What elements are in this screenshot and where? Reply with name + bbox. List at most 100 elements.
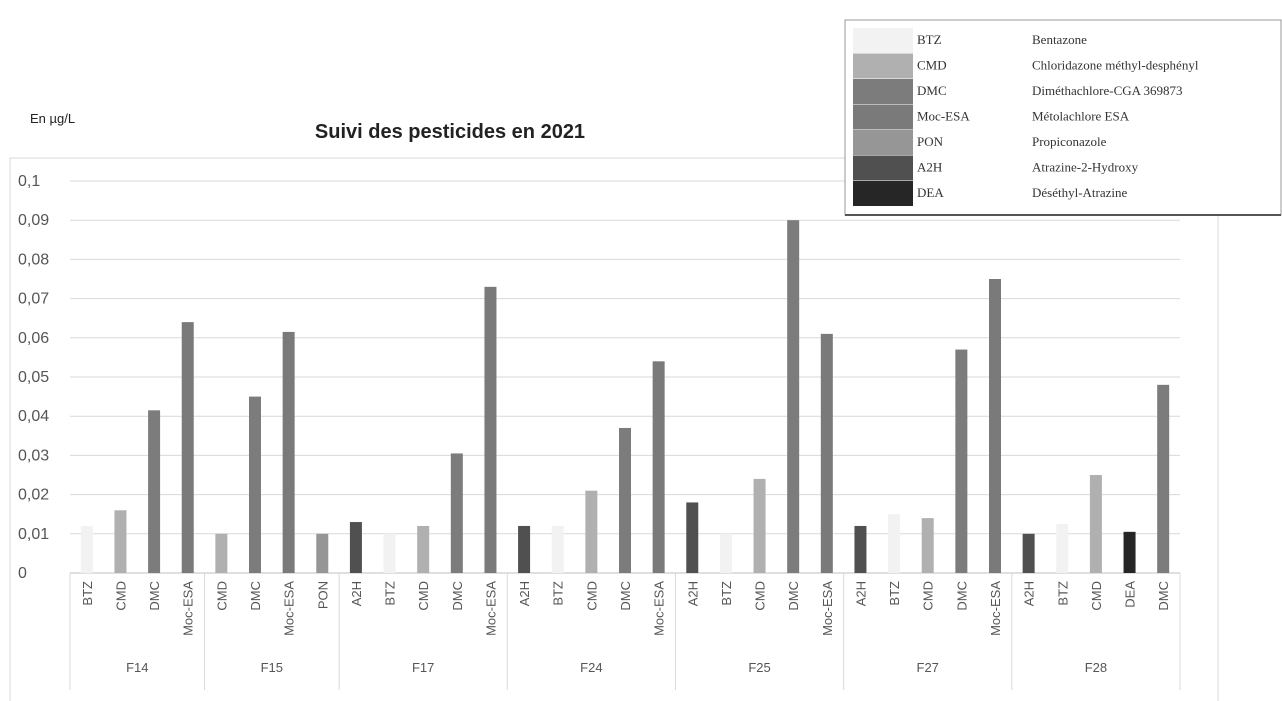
- x-tick-label: PON: [315, 581, 330, 609]
- y-axis-label: En µg/L: [30, 111, 75, 126]
- bar: [383, 533, 396, 573]
- bar: [719, 533, 732, 573]
- x-tick-label: Moc-ESA: [988, 581, 1003, 636]
- x-tick-label: BTZ: [1055, 581, 1070, 606]
- bar: [921, 518, 934, 573]
- x-tick-label: CMD: [416, 581, 431, 611]
- x-tick-label: CMD: [584, 581, 599, 611]
- bar: [619, 427, 631, 573]
- legend-label: Bentazone: [1032, 32, 1087, 47]
- x-tick-label: CMD: [753, 581, 768, 611]
- x-tick-label: BTZ: [80, 581, 95, 606]
- bar: [1022, 533, 1035, 573]
- x-tick-label: Moc-ESA: [652, 581, 667, 636]
- bar: [417, 525, 430, 573]
- x-tick-label: DMC: [147, 581, 162, 611]
- legend-code: Moc-ESA: [917, 109, 970, 124]
- bar: [1089, 475, 1102, 573]
- x-tick-label: Moc-ESA: [282, 581, 297, 636]
- bar: [820, 333, 833, 573]
- legend-swatch: [853, 28, 913, 53]
- group-label: F28: [1085, 660, 1107, 675]
- bar: [1123, 531, 1136, 573]
- y-tick-label: 0,01: [18, 526, 49, 543]
- y-tick-label: 0,07: [18, 291, 49, 308]
- x-tick-label: BTZ: [383, 581, 398, 606]
- y-tick-label: 0,06: [18, 330, 49, 347]
- bar: [215, 533, 228, 573]
- bar: [181, 322, 194, 573]
- legend-code: CMD: [917, 58, 947, 73]
- bar: [652, 361, 665, 573]
- x-tick-label: Moc-ESA: [181, 581, 196, 636]
- legend-swatch: [853, 53, 913, 79]
- legend-code: DMC: [917, 83, 947, 98]
- legend-label: Déséthyl-Atrazine: [1032, 185, 1128, 200]
- x-tick-label: DEA: [1123, 581, 1138, 608]
- x-tick-label: A2H: [349, 581, 364, 606]
- x-tick-label: DMC: [618, 581, 633, 611]
- bar: [787, 220, 800, 573]
- y-tick-label: 0,02: [18, 487, 49, 504]
- legend-label: Diméthachlore-CGA 369873: [1032, 83, 1183, 98]
- x-tick-label: CMD: [1089, 581, 1104, 611]
- y-tick-label: 0: [18, 565, 27, 582]
- y-tick-label: 0,04: [18, 408, 49, 425]
- bar: [349, 522, 362, 573]
- legend: BTZ Bentazone CMD Chloridazone méthyl-desph…: [844, 19, 1282, 216]
- legend-label: Métolachlore ESA: [1032, 109, 1130, 124]
- group-label: F25: [748, 660, 770, 675]
- x-tick-label: CMD: [214, 581, 229, 611]
- chart-title: Suivi des pesticides en 2021: [315, 121, 585, 143]
- bar: [686, 502, 699, 573]
- bar: [114, 510, 127, 573]
- bar: [955, 349, 968, 573]
- x-tick-label: DMC: [954, 581, 969, 611]
- legend-code: PON: [917, 134, 944, 149]
- legend-code: DEA: [917, 185, 944, 200]
- x-tick-label: BTZ: [887, 581, 902, 606]
- y-tick-label: 0,09: [18, 212, 49, 229]
- bar: [450, 453, 463, 573]
- x-tick-label: A2H: [517, 581, 532, 606]
- group-label: F17: [412, 660, 434, 675]
- y-tick-label: 0,1: [18, 173, 40, 190]
- legend-swatch: [853, 79, 913, 104]
- y-tick-label: 0,03: [18, 447, 49, 464]
- bar: [888, 514, 901, 573]
- group-label: F14: [126, 660, 148, 675]
- x-tick-label: Moc-ESA: [820, 581, 835, 636]
- group-label: F27: [917, 660, 939, 675]
- bar: [753, 478, 766, 573]
- legend-label: Atrazine-2-Hydroxy: [1032, 160, 1139, 175]
- x-tick-label: DMC: [450, 581, 465, 611]
- legend-swatch: [853, 155, 913, 181]
- bar: [484, 286, 497, 573]
- legend-label: Propiconazole: [1032, 134, 1107, 149]
- bar: [316, 533, 329, 573]
- x-tick-label: A2H: [685, 581, 700, 606]
- bar: [1056, 524, 1069, 573]
- legend-label: Chloridazone méthyl-desphényl: [1032, 58, 1199, 73]
- x-tick-label: DMC: [786, 581, 801, 611]
- bar: [854, 525, 867, 573]
- bar: [551, 525, 564, 573]
- x-tick-label: BTZ: [551, 581, 566, 606]
- bar: [148, 410, 161, 573]
- x-tick-label: CMD: [113, 581, 128, 611]
- legend-swatch: [853, 104, 913, 130]
- x-tick-label: A2H: [853, 581, 868, 606]
- bar: [585, 490, 598, 573]
- bar: [989, 279, 1001, 573]
- legend-code: BTZ: [917, 32, 942, 47]
- y-tick-label: 0,05: [18, 369, 49, 386]
- bar: [282, 331, 295, 573]
- bar: [1157, 384, 1170, 573]
- x-tick-label: DMC: [1156, 581, 1171, 611]
- legend-swatch: [853, 181, 913, 206]
- bar: [249, 396, 261, 573]
- bar: [518, 525, 531, 573]
- x-tick-label: BTZ: [719, 581, 734, 606]
- legend-box: [844, 19, 1282, 216]
